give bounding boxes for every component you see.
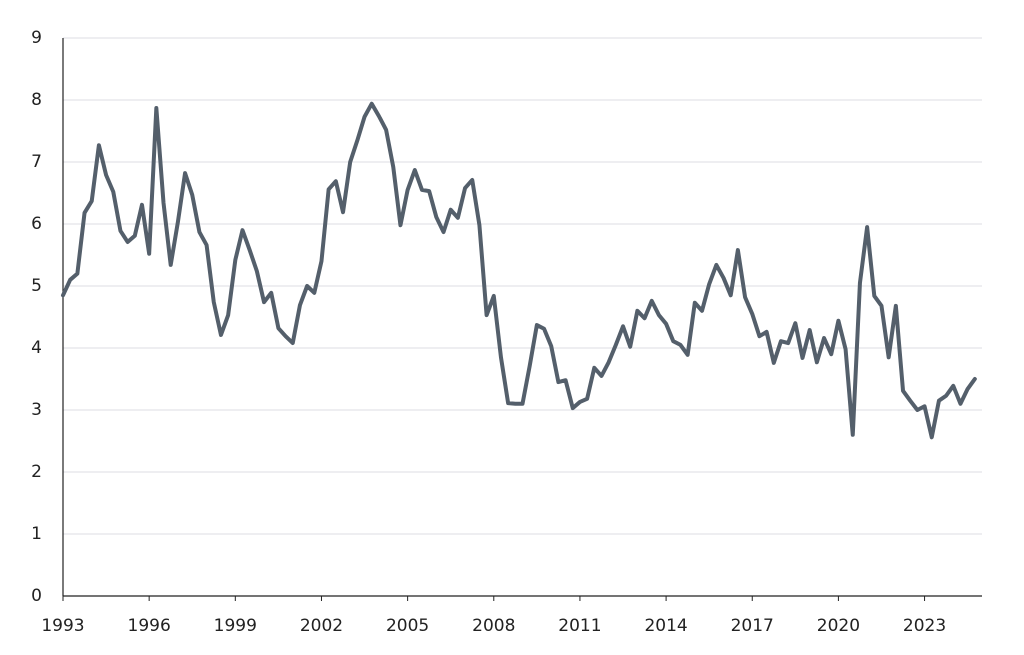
x-tick-label: 2020 bbox=[817, 616, 860, 636]
x-tick-label: 2014 bbox=[644, 616, 687, 636]
x-tick-label: 2023 bbox=[903, 616, 946, 636]
y-tick-label: 9 bbox=[31, 28, 42, 48]
x-tick-label: 1999 bbox=[214, 616, 257, 636]
y-tick-label: 1 bbox=[31, 524, 42, 544]
y-tick-label: 2 bbox=[31, 462, 42, 482]
y-tick-label: 4 bbox=[31, 338, 42, 358]
x-tick-label: 2005 bbox=[386, 616, 429, 636]
x-tick-label: 1996 bbox=[128, 616, 171, 636]
x-tick-label: 2008 bbox=[472, 616, 515, 636]
x-tick-label: 2011 bbox=[558, 616, 601, 636]
y-tick-label: 8 bbox=[31, 90, 42, 110]
x-tick-label: 2002 bbox=[300, 616, 343, 636]
x-tick-label: 1993 bbox=[41, 616, 84, 636]
data-line bbox=[61, 101, 977, 440]
y-tick-label: 0 bbox=[31, 586, 42, 606]
y-tick-label: 6 bbox=[31, 214, 42, 234]
y-tick-label: 3 bbox=[31, 400, 42, 420]
y-tick-label: 5 bbox=[31, 276, 42, 296]
y-tick-label: 7 bbox=[31, 152, 42, 172]
x-tick-label: 2017 bbox=[731, 616, 774, 636]
